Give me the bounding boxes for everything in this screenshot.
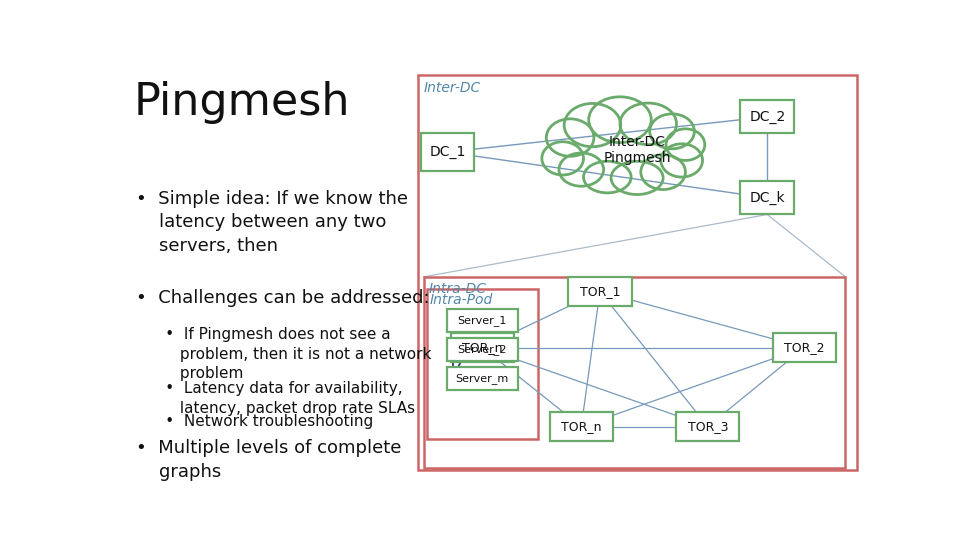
Ellipse shape — [564, 104, 621, 147]
Ellipse shape — [552, 119, 701, 181]
Bar — [423, 277, 846, 468]
Text: •  Multiple levels of complete
    graphs: • Multiple levels of complete graphs — [136, 439, 401, 481]
Text: TOR_1: TOR_1 — [580, 285, 620, 298]
Text: Intra-DC: Intra-DC — [429, 282, 487, 296]
Text: DC_1: DC_1 — [429, 145, 466, 159]
Text: Inter-DC: Inter-DC — [423, 82, 481, 96]
Text: •  Network troubleshooting: • Network troubleshooting — [136, 414, 373, 429]
Ellipse shape — [541, 141, 584, 175]
FancyBboxPatch shape — [676, 412, 739, 441]
Ellipse shape — [641, 154, 685, 190]
Text: Pingmesh: Pingmesh — [133, 82, 349, 124]
FancyBboxPatch shape — [568, 277, 632, 306]
Text: TOR_n: TOR_n — [462, 341, 503, 354]
Ellipse shape — [620, 103, 677, 145]
Text: •  Challenges can be addressed:: • Challenges can be addressed: — [136, 289, 430, 307]
Text: Server_2: Server_2 — [458, 344, 507, 355]
FancyBboxPatch shape — [550, 412, 612, 441]
Text: Server_1: Server_1 — [458, 315, 507, 326]
Bar — [418, 75, 856, 470]
FancyBboxPatch shape — [740, 100, 794, 133]
FancyBboxPatch shape — [447, 309, 517, 332]
Text: TOR_3: TOR_3 — [687, 420, 728, 433]
Ellipse shape — [559, 153, 604, 186]
Text: Server_m: Server_m — [456, 373, 509, 384]
Ellipse shape — [650, 114, 694, 149]
Text: Inter-DC
Pingmesh: Inter-DC Pingmesh — [603, 135, 671, 165]
FancyBboxPatch shape — [740, 181, 794, 214]
FancyBboxPatch shape — [447, 367, 517, 390]
FancyBboxPatch shape — [447, 338, 517, 361]
FancyBboxPatch shape — [773, 333, 836, 362]
FancyBboxPatch shape — [450, 333, 514, 362]
Ellipse shape — [584, 161, 631, 193]
Text: •  Simple idea: If we know the
    latency between any two
    servers, then: • Simple idea: If we know the latency be… — [136, 190, 408, 255]
Ellipse shape — [588, 97, 651, 143]
Text: TOR_n: TOR_n — [561, 420, 602, 433]
Text: Intra-Pod: Intra-Pod — [429, 294, 492, 307]
Ellipse shape — [546, 119, 594, 156]
FancyBboxPatch shape — [420, 133, 474, 171]
Ellipse shape — [660, 144, 703, 177]
Ellipse shape — [611, 161, 663, 194]
Bar — [426, 289, 539, 439]
Text: DC_2: DC_2 — [749, 110, 785, 124]
Text: •  Latency data for availability,
         latency, packet drop rate SLAs: • Latency data for availability, latency… — [136, 381, 416, 416]
Text: DC_k: DC_k — [750, 191, 785, 205]
Text: TOR_2: TOR_2 — [784, 341, 825, 354]
Text: •  If Pingmesh does not see a
         problem, then it is not a network
       : • If Pingmesh does not see a problem, th… — [136, 327, 432, 381]
Ellipse shape — [666, 129, 705, 160]
